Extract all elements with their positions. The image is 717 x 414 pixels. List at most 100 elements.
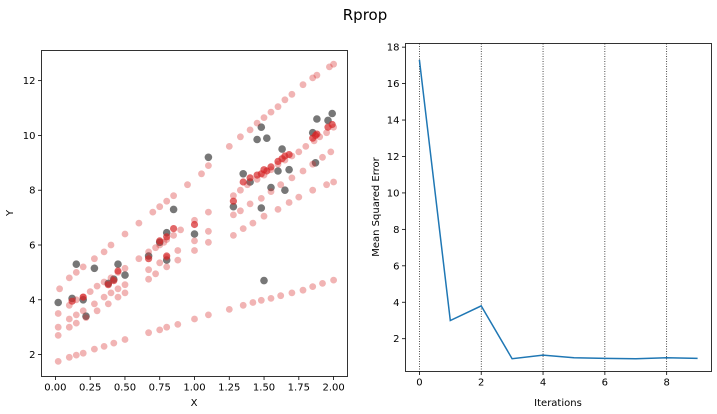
observed-point [72, 260, 81, 269]
prediction-point [174, 247, 182, 254]
prediction-point [277, 181, 285, 189]
fitted-point [267, 163, 275, 171]
prediction-point [114, 285, 122, 293]
fitted-point [239, 178, 247, 186]
y-tick-label: 4 [29, 295, 35, 306]
prediction-point [205, 227, 212, 235]
scatter-x-axis-label: X [191, 398, 198, 409]
prediction-point [72, 311, 80, 319]
observed-point [281, 186, 289, 194]
prediction-point [163, 323, 171, 331]
prediction-point [285, 199, 293, 206]
prediction-point [56, 285, 63, 293]
prediction-point [149, 208, 157, 216]
prediction-point [152, 244, 160, 252]
prediction-point [91, 345, 98, 353]
prediction-point [313, 71, 321, 79]
prediction-point [309, 74, 317, 82]
prediction-point [274, 206, 282, 213]
y-tick-label: 6 [29, 241, 35, 252]
observed-point [267, 183, 275, 192]
observed-point [311, 159, 320, 167]
prediction-point [330, 178, 337, 186]
prediction-point [93, 282, 101, 290]
prediction-point [323, 181, 330, 189]
fitted-point [246, 174, 254, 182]
y-tick-label: 10 [23, 131, 36, 142]
prediction-point [54, 358, 62, 365]
prediction-point [156, 259, 164, 267]
prediction-point [274, 103, 282, 111]
prediction-point [107, 241, 115, 249]
prediction-point [288, 174, 296, 182]
fitted-point [285, 151, 293, 159]
observed-point [313, 115, 321, 123]
prediction-point [299, 286, 307, 294]
prediction-point [54, 323, 62, 331]
y-tick-label: 2 [29, 350, 35, 361]
prediction-point [82, 314, 90, 321]
prediction-point [121, 336, 129, 343]
prediction-point [299, 81, 307, 89]
prediction-point [288, 90, 296, 98]
prediction-point [267, 188, 275, 196]
prediction-point [174, 321, 182, 328]
prediction-point [302, 143, 310, 150]
prediction-point [191, 237, 198, 245]
prediction-point [100, 293, 108, 301]
y-tick-label: 2 [393, 334, 399, 345]
prediction-point [326, 63, 333, 71]
prediction-point [54, 310, 62, 317]
prediction-point [281, 96, 289, 104]
prediction-point [299, 167, 307, 175]
y-tick-label: 16 [387, 79, 400, 90]
prediction-point [135, 219, 143, 227]
x-tick-label: 1.00 [183, 383, 205, 394]
prediction-point [72, 351, 80, 359]
observed-point [257, 204, 266, 212]
y-tick-label: 10 [387, 188, 400, 199]
prediction-point [191, 315, 198, 323]
mse-chart: 0 2 4 6 8 2 4 6 8 10 12 14 16 18 Iterations Mean Squ… [371, 43, 712, 409]
prediction-point [184, 181, 191, 189]
prediction-point [174, 256, 182, 264]
fitted-point [110, 277, 118, 285]
prediction-point [121, 264, 129, 272]
y-tick-label: 12 [387, 152, 400, 163]
prediction-point [198, 170, 205, 178]
observed-point [90, 264, 99, 273]
fitted-point [114, 267, 122, 275]
fitted-point [68, 297, 76, 305]
prediction-point [257, 195, 265, 202]
prediction-point [121, 230, 129, 238]
prediction-point [145, 248, 153, 256]
scatter-x-ticks: 0.00 0.25 0.50 0.75 1.00 1.25 1.50 1.75 2.00 [44, 376, 345, 394]
x-tick-label: 0 [416, 378, 422, 389]
observed-point [253, 135, 261, 144]
prediction-point [163, 197, 171, 205]
y-tick-label: 8 [29, 186, 35, 197]
fitted-point [170, 225, 178, 233]
prediction-point [267, 108, 275, 116]
prediction-point [100, 248, 108, 256]
prediction-point [110, 339, 118, 347]
prediction-point [330, 60, 337, 68]
prediction-point [237, 186, 244, 194]
prediction-point [267, 295, 275, 302]
prediction-point [205, 311, 212, 319]
mse-line [418, 59, 698, 360]
scatter-chart: 0.00 0.25 0.50 0.75 1.00 1.25 1.50 1.75 2.00 2 4 6… [5, 50, 348, 409]
mse-x-ticks: 0 2 4 6 8 [416, 371, 670, 389]
y-tick-label: 12 [23, 76, 36, 87]
prediction-point [225, 143, 233, 150]
prediction-point [237, 207, 244, 215]
fitted-point [104, 281, 112, 289]
prediction-point [230, 192, 237, 200]
prediction-point [156, 203, 164, 211]
mse-series [418, 59, 698, 360]
prediction-point [170, 232, 178, 239]
prediction-point [121, 281, 129, 289]
observed-point [169, 205, 178, 214]
prediction-point [145, 266, 153, 274]
fitted-point [145, 255, 153, 263]
